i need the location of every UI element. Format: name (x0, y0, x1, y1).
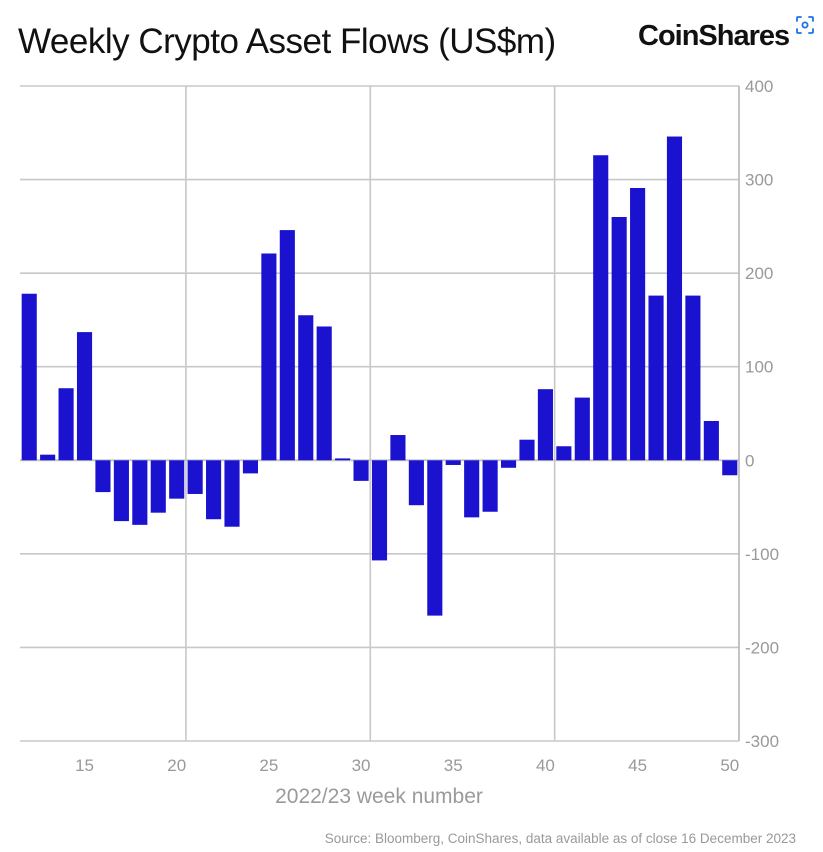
y-tick-label: 300 (745, 171, 773, 190)
bar-week-14 (58, 388, 74, 461)
bar-week-28 (316, 326, 332, 461)
bar-week-21 (187, 460, 203, 494)
bar-week-46 (648, 295, 664, 461)
bar-week-27 (298, 315, 314, 461)
bar-week-24 (242, 460, 259, 474)
coinshares-logo: CoinShares (638, 20, 790, 52)
x-tick-label: 35 (444, 756, 463, 775)
bar-week-47 (666, 136, 683, 461)
x-tick-labels: 15 20 25 30 35 40 45 50 (75, 756, 739, 775)
bar-week-26 (279, 230, 295, 461)
bar-week-15 (76, 332, 93, 461)
y-tick-label: -100 (745, 545, 779, 564)
bar-week-23 (224, 460, 240, 527)
y-tick-label: -200 (745, 638, 779, 657)
bar-week-12 (21, 293, 37, 461)
bar-week-16 (95, 460, 111, 493)
bar-week-48 (685, 295, 701, 461)
x-tick-label: 15 (75, 756, 94, 775)
bar-week-43 (593, 155, 609, 461)
chart-title: Weekly Crypto Asset Flows (US$m) (18, 22, 556, 61)
bar-week-33 (408, 460, 424, 506)
x-axis-title: 2022/23 week number (275, 785, 483, 808)
bar-week-36 (464, 460, 480, 518)
bar-week-39 (519, 439, 535, 461)
bar-week-41 (556, 446, 572, 461)
bar-week-22 (206, 460, 222, 520)
bar-week-13 (40, 454, 56, 461)
bar-week-31 (371, 460, 388, 561)
bar-week-38 (500, 460, 517, 468)
x-tick-label: 30 (352, 756, 371, 775)
bar-week-30 (353, 460, 369, 481)
bar-week-19 (150, 460, 166, 513)
bar-week-32 (390, 435, 406, 461)
y-tick-label: 400 (745, 77, 773, 96)
bars (21, 136, 738, 616)
bar-week-44 (611, 217, 627, 461)
image-search-lens-button[interactable] (790, 10, 820, 40)
x-tick-label: 25 (259, 756, 278, 775)
lens-icon (796, 16, 814, 34)
bar-week-35 (445, 460, 461, 465)
y-tick-label: 0 (745, 451, 754, 470)
bar-week-50 (722, 460, 738, 476)
bar-week-17 (113, 460, 129, 522)
y-tick-label: 100 (745, 358, 773, 377)
bar-week-18 (132, 460, 148, 525)
bar-week-29 (335, 458, 351, 461)
x-tick-label: 20 (167, 756, 186, 775)
y-tick-label: 200 (745, 264, 773, 283)
source-note: Source: Bloomberg, CoinShares, data avai… (325, 831, 796, 846)
x-tick-label: 40 (536, 756, 555, 775)
x-tick-label: 45 (628, 756, 647, 775)
bar-week-20 (169, 460, 185, 499)
bar-week-42 (574, 397, 590, 461)
y-tick-labels: 400 300 200 100 0 -100 -200 -300 (745, 77, 779, 751)
y-tick-label: -300 (745, 732, 779, 751)
bar-week-49 (703, 420, 719, 461)
bar-week-34 (427, 460, 443, 616)
bar-week-45 (630, 187, 646, 461)
bar-week-37 (482, 460, 498, 512)
bar-week-25 (261, 253, 277, 461)
bar-week-40 (537, 389, 553, 461)
x-tick-label: 50 (720, 756, 739, 775)
